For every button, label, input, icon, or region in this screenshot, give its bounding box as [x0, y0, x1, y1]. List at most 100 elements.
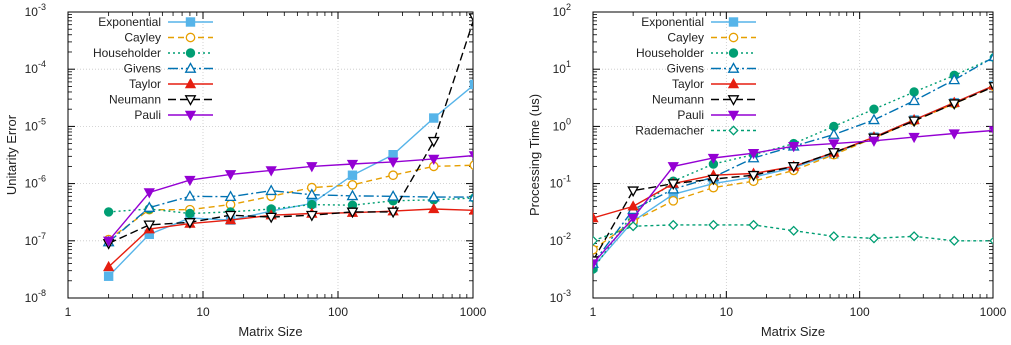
- data-point-neumann: [468, 13, 473, 22]
- data-point-rademacher: [828, 231, 839, 242]
- legend-label-householder: Householder: [636, 46, 704, 60]
- y-tick-label: 10-3: [25, 2, 46, 19]
- legend-marker-householder: [728, 48, 739, 58]
- legend-label-neumann: Neumann: [652, 93, 704, 107]
- data-point-neumann: [667, 179, 680, 190]
- data-point-neumann: [948, 99, 961, 110]
- data-point-cayley: [668, 195, 679, 206]
- y-tick-label: 10-1: [550, 174, 571, 191]
- data-point-neumann: [627, 186, 640, 198]
- series-rademacher: [593, 219, 993, 246]
- data-point-exponential: [469, 79, 473, 90]
- legend-marker-givens: [727, 62, 740, 73]
- processing-time-chart: 1 10 100 1000 10-3 10-2 10-1 100 101 102 Matrix Si…: [527, 2, 1007, 339]
- data-point-pauli: [828, 139, 840, 150]
- data-point-pauli: [306, 162, 318, 173]
- legend-item-householder: Householder: [636, 46, 756, 60]
- legend-marker-neumann: [184, 95, 197, 106]
- data-point-neumann: [265, 212, 278, 224]
- data-point-neumann: [908, 116, 920, 128]
- y-tick-label: 100: [553, 116, 571, 133]
- data-point-pauli: [265, 166, 277, 177]
- plot-area: [102, 13, 473, 281]
- data-point-rademacher: [788, 225, 799, 236]
- data-point-taylor: [102, 260, 115, 272]
- data-point-exponential: [388, 150, 398, 160]
- data-point-pauli: [143, 188, 155, 199]
- plot-frame: [592, 11, 994, 299]
- y-tick-label: 101: [553, 59, 571, 76]
- series-line-neumann: [108, 19, 473, 245]
- legend-item-rademacher: Rademacher: [635, 124, 756, 138]
- data-point-neumann: [787, 162, 800, 173]
- data-point-rademacher: [708, 219, 719, 230]
- legend-item-givens: Givens: [667, 62, 756, 76]
- legend-marker-pauli: [184, 110, 197, 122]
- data-point-pauli: [747, 148, 760, 160]
- data-point-taylor: [468, 206, 473, 215]
- y-tick-label: 10-7: [25, 231, 46, 248]
- data-point-pauli: [224, 170, 237, 181]
- data-point-givens: [265, 184, 278, 196]
- data-point-givens: [305, 188, 318, 200]
- x-axis-label: Matrix Size: [238, 324, 302, 339]
- series-line-rademacher: [593, 224, 993, 242]
- data-point-pauli: [428, 154, 440, 165]
- legend-marker-taylor: [727, 77, 740, 89]
- series-line-householder: [108, 197, 473, 215]
- legend-label-givens: Givens: [667, 62, 704, 76]
- data-point-givens: [427, 190, 440, 202]
- x-tick-label: 1000: [460, 305, 487, 319]
- legend-label-pauli: Pauli: [134, 108, 161, 122]
- data-point-neumann: [224, 210, 237, 222]
- legend-label-pauli: Pauli: [677, 108, 704, 122]
- legend-item-taylor: Taylor: [672, 77, 756, 91]
- unitarity-error-chart: 1 10 100 1000 10-8 10-7 10-6 10-5 10-4 10-3 Matrix…: [4, 2, 487, 339]
- legend-marker-rademacher: [728, 125, 739, 136]
- data-point-pauli: [868, 136, 880, 147]
- legend-label-cayley: Cayley: [124, 31, 161, 45]
- legend-label-exponential: Exponential: [641, 15, 704, 29]
- data-point-neumann: [988, 82, 993, 91]
- data-point-givens: [143, 201, 156, 212]
- y-tick-label: 10-4: [25, 59, 46, 76]
- data-point-rademacher: [949, 235, 960, 246]
- data-point-pauli: [908, 132, 920, 144]
- plot-area: [593, 52, 993, 274]
- series-pauli: [102, 151, 473, 247]
- legend-item-exponential: Exponential: [641, 15, 756, 29]
- data-point-householder: [185, 208, 195, 219]
- x-tick-label: 100: [328, 305, 348, 319]
- legend-item-pauli: Pauli: [134, 108, 213, 122]
- x-axis-label: Matrix Size: [761, 324, 825, 339]
- series-pauli: [593, 126, 993, 270]
- data-point-householder: [103, 207, 114, 217]
- series-neumann: [102, 13, 473, 250]
- data-point-rademacher: [908, 231, 920, 242]
- x-tick-label: 1000: [980, 305, 1007, 319]
- x-tick-label: 10: [196, 305, 210, 319]
- data-point-pauli: [387, 157, 399, 168]
- data-point-neumann: [747, 170, 760, 182]
- legend-item-cayley: Cayley: [124, 31, 213, 45]
- data-point-pauli: [707, 153, 720, 165]
- data-point-exponential: [429, 113, 439, 123]
- data-point-pauli: [593, 259, 599, 270]
- data-point-taylor: [428, 202, 440, 214]
- data-point-householder: [869, 104, 879, 114]
- data-point-taylor: [593, 212, 599, 223]
- data-point-pauli: [788, 142, 800, 153]
- data-point-cayley: [593, 244, 598, 255]
- data-point-pauli: [468, 151, 473, 160]
- data-point-cayley: [469, 160, 473, 170]
- series-cayley: [103, 160, 473, 245]
- data-point-givens: [468, 193, 473, 202]
- legend-label-taylor: Taylor: [129, 77, 161, 91]
- data-point-givens: [948, 73, 961, 85]
- data-point-pauli: [627, 213, 639, 225]
- data-point-neumann: [346, 207, 359, 219]
- data-point-rademacher: [593, 235, 599, 246]
- x-tick-label: 1: [65, 305, 72, 319]
